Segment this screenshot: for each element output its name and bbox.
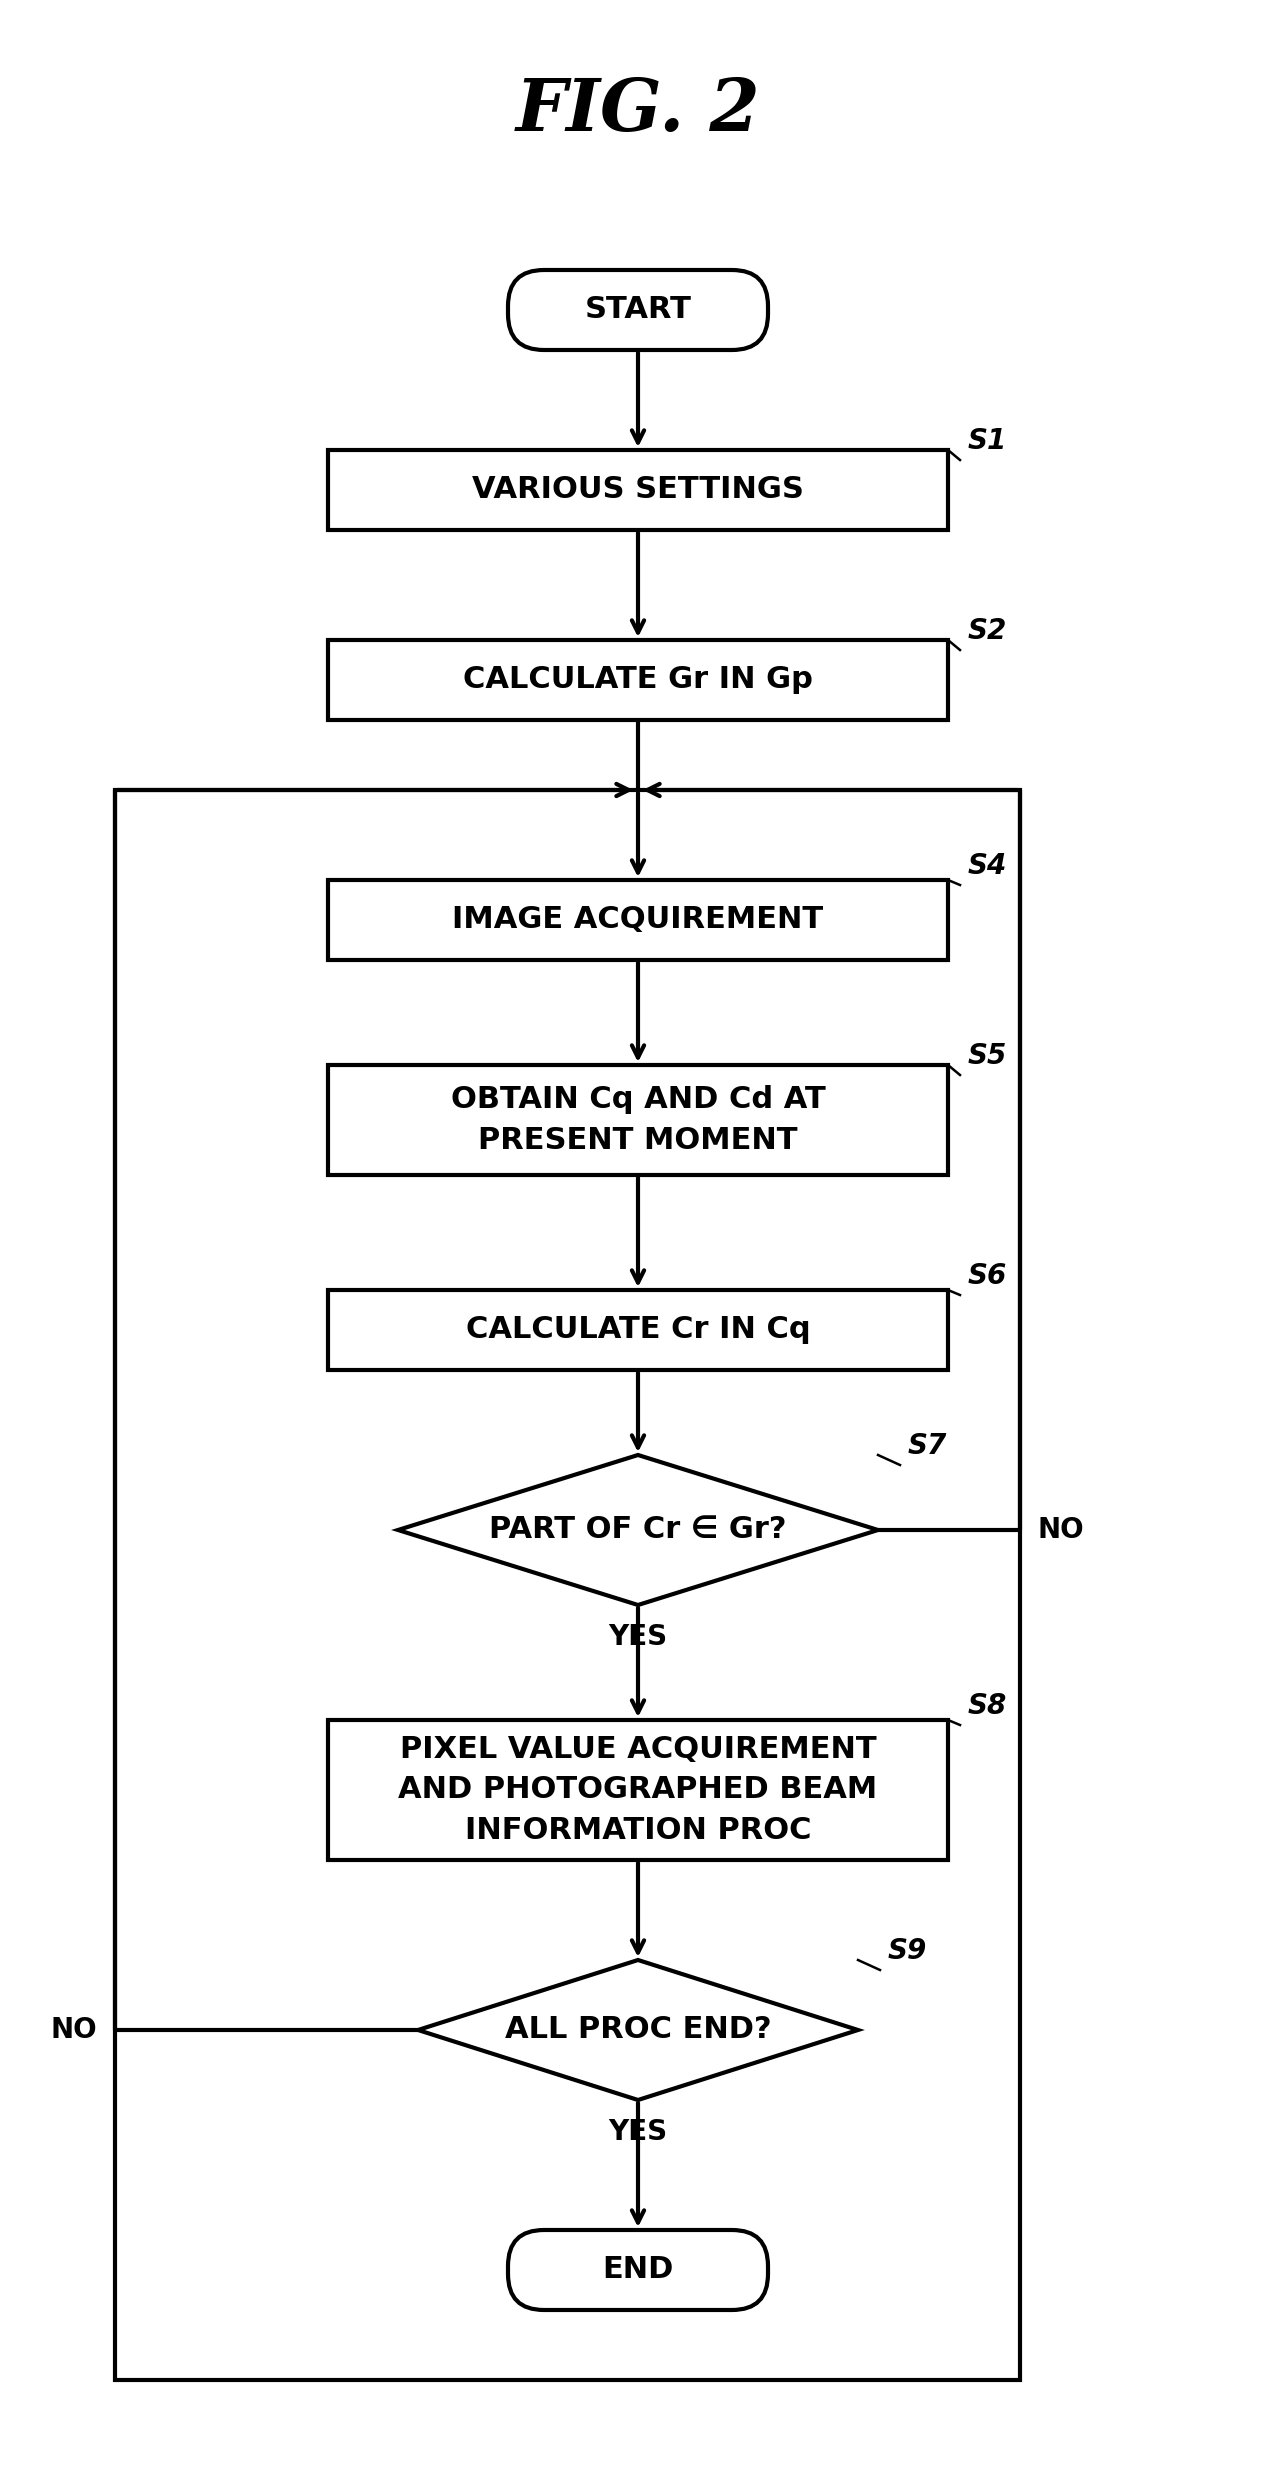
FancyBboxPatch shape — [508, 2229, 767, 2311]
Bar — [328, 1291, 948, 1370]
Text: END: END — [603, 2256, 674, 2283]
Polygon shape — [398, 1454, 879, 1606]
FancyBboxPatch shape — [508, 271, 767, 350]
Text: S6: S6 — [968, 1261, 1008, 1291]
Text: CALCULATE Gr IN Gp: CALCULATE Gr IN Gp — [464, 665, 813, 695]
Bar — [328, 881, 948, 961]
Text: S4: S4 — [968, 851, 1008, 881]
Text: S9: S9 — [888, 1936, 927, 1966]
Text: IMAGE ACQUIREMENT: IMAGE ACQUIREMENT — [452, 906, 824, 936]
Bar — [328, 640, 948, 720]
Text: S1: S1 — [968, 427, 1008, 454]
Text: OBTAIN Cq AND Cd AT
PRESENT MOMENT: OBTAIN Cq AND Cd AT PRESENT MOMENT — [451, 1085, 825, 1154]
Text: FIG. 2: FIG. 2 — [516, 74, 760, 146]
Text: S8: S8 — [968, 1693, 1008, 1720]
Text: S5: S5 — [968, 1042, 1008, 1070]
Text: YES: YES — [608, 1623, 668, 1651]
Text: S7: S7 — [908, 1432, 948, 1459]
Text: S2: S2 — [968, 618, 1008, 645]
Bar — [328, 1065, 948, 1174]
Bar — [328, 449, 948, 531]
Text: NO: NO — [50, 2015, 97, 2045]
Bar — [328, 1720, 948, 1859]
Text: START: START — [585, 295, 691, 325]
Text: PIXEL VALUE ACQUIREMENT
AND PHOTOGRAPHED BEAM
INFORMATION PROC: PIXEL VALUE ACQUIREMENT AND PHOTOGRAPHED… — [398, 1735, 877, 1844]
Text: VARIOUS SETTINGS: VARIOUS SETTINGS — [472, 477, 805, 504]
Text: CALCULATE Cr IN Cq: CALCULATE Cr IN Cq — [466, 1315, 811, 1345]
Polygon shape — [418, 1961, 858, 2100]
Text: YES: YES — [608, 2117, 668, 2147]
Text: ALL PROC END?: ALL PROC END? — [504, 2015, 771, 2045]
Bar — [115, 789, 1020, 2380]
Text: PART OF Cr ∈ Gr?: PART OF Cr ∈ Gr? — [489, 1517, 787, 1544]
Text: NO: NO — [1038, 1517, 1084, 1544]
